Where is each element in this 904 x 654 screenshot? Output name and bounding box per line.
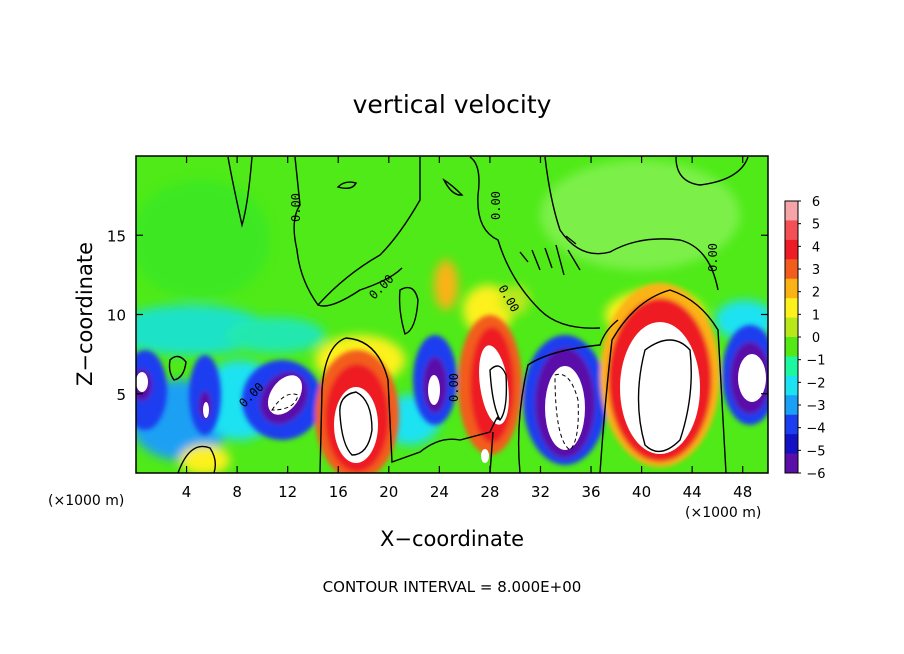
colorbar-tick-label: −5 — [806, 444, 825, 459]
x-tick-label: 32 — [531, 483, 550, 501]
core-saturated — [545, 366, 585, 450]
colorbar-tick-label: −4 — [806, 422, 825, 437]
contour-line — [177, 445, 217, 473]
colorbar-swatch — [785, 259, 798, 280]
field-blob — [136, 180, 270, 300]
y-axis-label: Z−coordinate — [73, 242, 97, 386]
core-saturated — [203, 402, 209, 418]
colorbar-tick-label: −3 — [806, 399, 825, 414]
x-tick-label: 36 — [581, 483, 600, 501]
colorbar-tick-label: 6 — [812, 195, 820, 210]
contour-label: 0.00 — [706, 243, 720, 272]
x-tick-label: 16 — [329, 483, 348, 501]
contour-line — [544, 156, 719, 291]
colorbar-swatch — [785, 375, 798, 396]
core-saturated — [428, 375, 440, 405]
core-saturated — [267, 375, 303, 415]
contour-line-negative — [554, 373, 579, 451]
contour-line — [442, 178, 464, 196]
y-tick-label: 10 — [107, 307, 126, 325]
colorbar-swatch — [785, 317, 798, 338]
contour-line — [599, 289, 727, 473]
colorbar-swatch — [785, 356, 798, 377]
x-tick-label: 8 — [232, 483, 242, 501]
field-blob — [180, 445, 230, 473]
plot-area: 0.00 0.00 0.00 0.00 0.00 0.00 0.00 — [136, 156, 768, 473]
contour-line — [336, 181, 358, 190]
colorbar-tick-label: −2 — [806, 376, 825, 391]
core-saturated — [136, 372, 148, 392]
colorbar-swatch — [785, 337, 798, 357]
colorbar-tick-label: 2 — [812, 286, 820, 301]
field-blob — [434, 260, 458, 310]
colorbar-swatch — [785, 278, 798, 299]
x-axis-label: X−coordinate — [380, 527, 524, 551]
y-tick-label: 15 — [107, 227, 126, 245]
contour-label: 0.00 — [447, 373, 461, 402]
contour-line — [489, 365, 508, 422]
x-tick-label: 24 — [430, 483, 449, 501]
contour-line — [227, 156, 253, 228]
colorbar-swatch — [785, 220, 798, 241]
x-tick-label: 20 — [379, 483, 398, 501]
colorbar: 6 5 4 3 2 1 0 −1 −2 −3 −4 −5 −6 — [784, 195, 826, 482]
contour-line — [317, 267, 403, 307]
contour-line — [319, 337, 500, 473]
chart-title: vertical velocity — [353, 90, 552, 119]
contour-line — [469, 156, 601, 329]
x-tick-label: 12 — [278, 483, 297, 501]
contour-interval-note: CONTOUR INTERVAL = 8.000E+00 — [323, 578, 582, 596]
colorbar-tick-label: 4 — [812, 240, 820, 255]
field-blob — [225, 317, 325, 353]
colorbar-swatch — [785, 453, 798, 474]
contour-line — [398, 286, 419, 335]
field-blob — [540, 160, 740, 270]
colorbar-swatch — [785, 414, 798, 435]
contour-line — [519, 235, 581, 276]
x-unit-left: (×1000 m) — [48, 493, 124, 509]
colorbar-tick-label: −6 — [806, 467, 825, 482]
colorbar-swatch — [785, 434, 798, 455]
field-blob — [500, 285, 530, 315]
colorbar-swatch — [785, 239, 798, 260]
colorbar-tick-label: 5 — [812, 218, 820, 233]
colorbar-tick-label: 0 — [812, 331, 820, 346]
colorbar-swatch — [785, 201, 798, 221]
contour-line — [675, 156, 749, 186]
x-tick-label: 48 — [733, 483, 752, 501]
core-saturated — [479, 345, 509, 425]
contour-line — [339, 391, 373, 456]
colorbar-swatch — [785, 298, 798, 319]
colorbar-tick-label: 3 — [812, 263, 820, 278]
colorbar-tick-label: 1 — [812, 308, 820, 323]
y-tick-label: 5 — [116, 386, 126, 404]
x-tick-label: 40 — [632, 483, 651, 501]
contour-label: 0.00 — [489, 191, 503, 220]
core-saturated — [738, 354, 766, 402]
x-unit-right: (×1000 m) — [685, 505, 761, 521]
colorbar-tick-label: −1 — [806, 354, 825, 369]
x-tick-label: 28 — [480, 483, 499, 501]
colorbar-swatch — [785, 395, 798, 416]
x-tick-label: 4 — [182, 483, 192, 501]
core-saturated — [481, 449, 489, 463]
contour-line — [637, 339, 692, 453]
contour-line — [168, 355, 187, 381]
contour-line — [517, 319, 619, 473]
contour-label: 0.00 — [289, 193, 303, 222]
x-tick-label: 44 — [683, 483, 702, 501]
